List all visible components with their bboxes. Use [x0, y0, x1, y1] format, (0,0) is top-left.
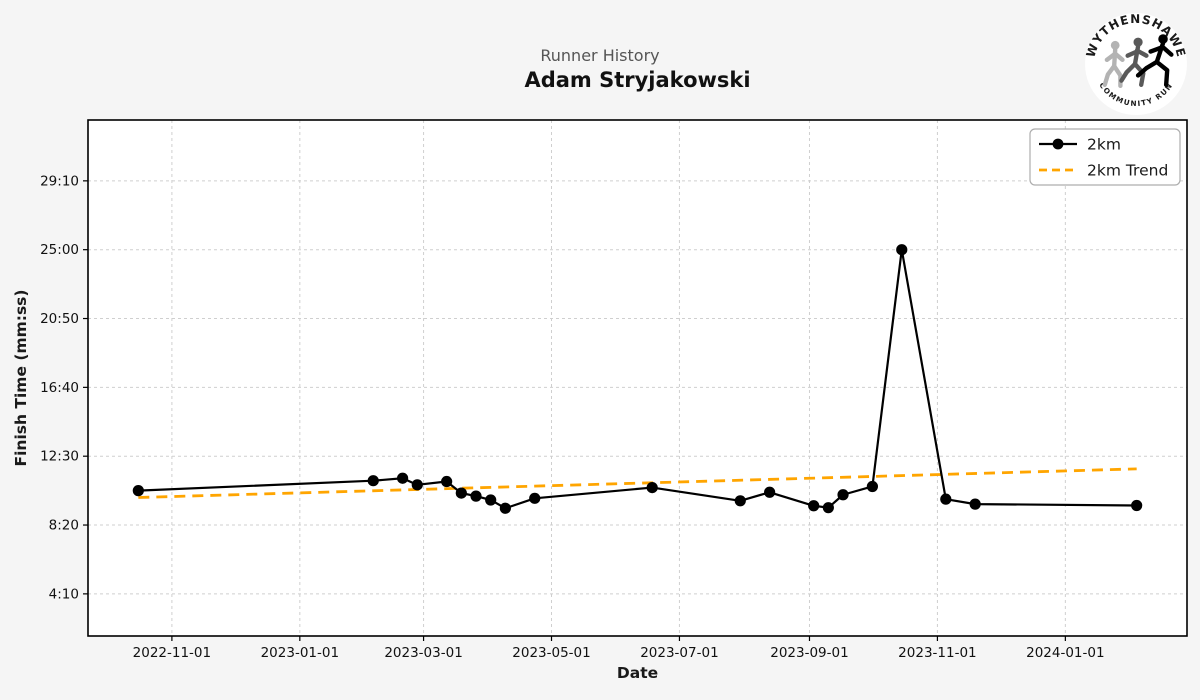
- x-tick-label: 2023-07-01: [640, 645, 718, 661]
- club-logo: WYTHENSHAWE COMMUNITY RUN: [1084, 12, 1187, 115]
- chart-title: Adam Stryjakowski: [524, 68, 751, 92]
- plot-area: [88, 120, 1187, 636]
- data-point: [822, 502, 834, 514]
- data-point: [940, 493, 952, 505]
- x-tick-label: 2023-01-01: [261, 645, 339, 661]
- data-point: [441, 475, 453, 488]
- data-point: [455, 487, 467, 499]
- trend-line: [138, 467, 1137, 499]
- x-tick-label: 2023-03-01: [384, 645, 462, 661]
- data-point: [411, 479, 423, 491]
- legend-label-2km: 2km: [1087, 136, 1121, 154]
- data-point: [646, 481, 658, 494]
- legend-series-marker: [1052, 138, 1064, 150]
- y-tick-label: 12:30: [40, 449, 79, 465]
- data-point: [969, 498, 981, 510]
- y-tick-label: 16:40: [40, 380, 79, 396]
- data-point: [866, 480, 879, 493]
- data-point: [896, 244, 908, 256]
- legend-label-2km-trend: 2km Trend: [1087, 162, 1168, 180]
- axes-spines: [87, 119, 1188, 637]
- data-point: [1131, 499, 1143, 512]
- data-point: [470, 490, 482, 502]
- y-tick-label: 20:50: [40, 311, 79, 327]
- y-tick-label: 25:00: [40, 242, 79, 258]
- data-point: [808, 500, 820, 512]
- data-point: [396, 472, 409, 484]
- y-tick-label: 29:10: [40, 173, 79, 189]
- x-tick-label: 2023-09-01: [770, 645, 848, 661]
- x-tick-label: 2023-05-01: [512, 645, 590, 661]
- data-point: [485, 494, 497, 506]
- data-point: [132, 485, 144, 497]
- sprinting-runner-icon: [1135, 34, 1174, 87]
- x-axis-label: Date: [617, 664, 658, 682]
- x-tick-label: 2022-11-01: [133, 645, 211, 661]
- data-point: [734, 495, 746, 507]
- x-tick-label: 2024-01-01: [1026, 645, 1104, 661]
- data-point: [367, 475, 379, 487]
- y-axis-label: Finish Time (mm:ss): [12, 290, 30, 467]
- chart-suptitle: Runner History: [540, 46, 660, 65]
- x-tick-label: 2023-11-01: [898, 645, 976, 661]
- data-point: [529, 492, 541, 504]
- data-point: [837, 489, 849, 501]
- y-tick-label: 4:10: [49, 586, 79, 602]
- walking-runner-icon: [1102, 40, 1125, 89]
- data-point: [499, 502, 511, 514]
- y-tick-label: 8:20: [49, 518, 79, 534]
- data-point: [764, 486, 776, 498]
